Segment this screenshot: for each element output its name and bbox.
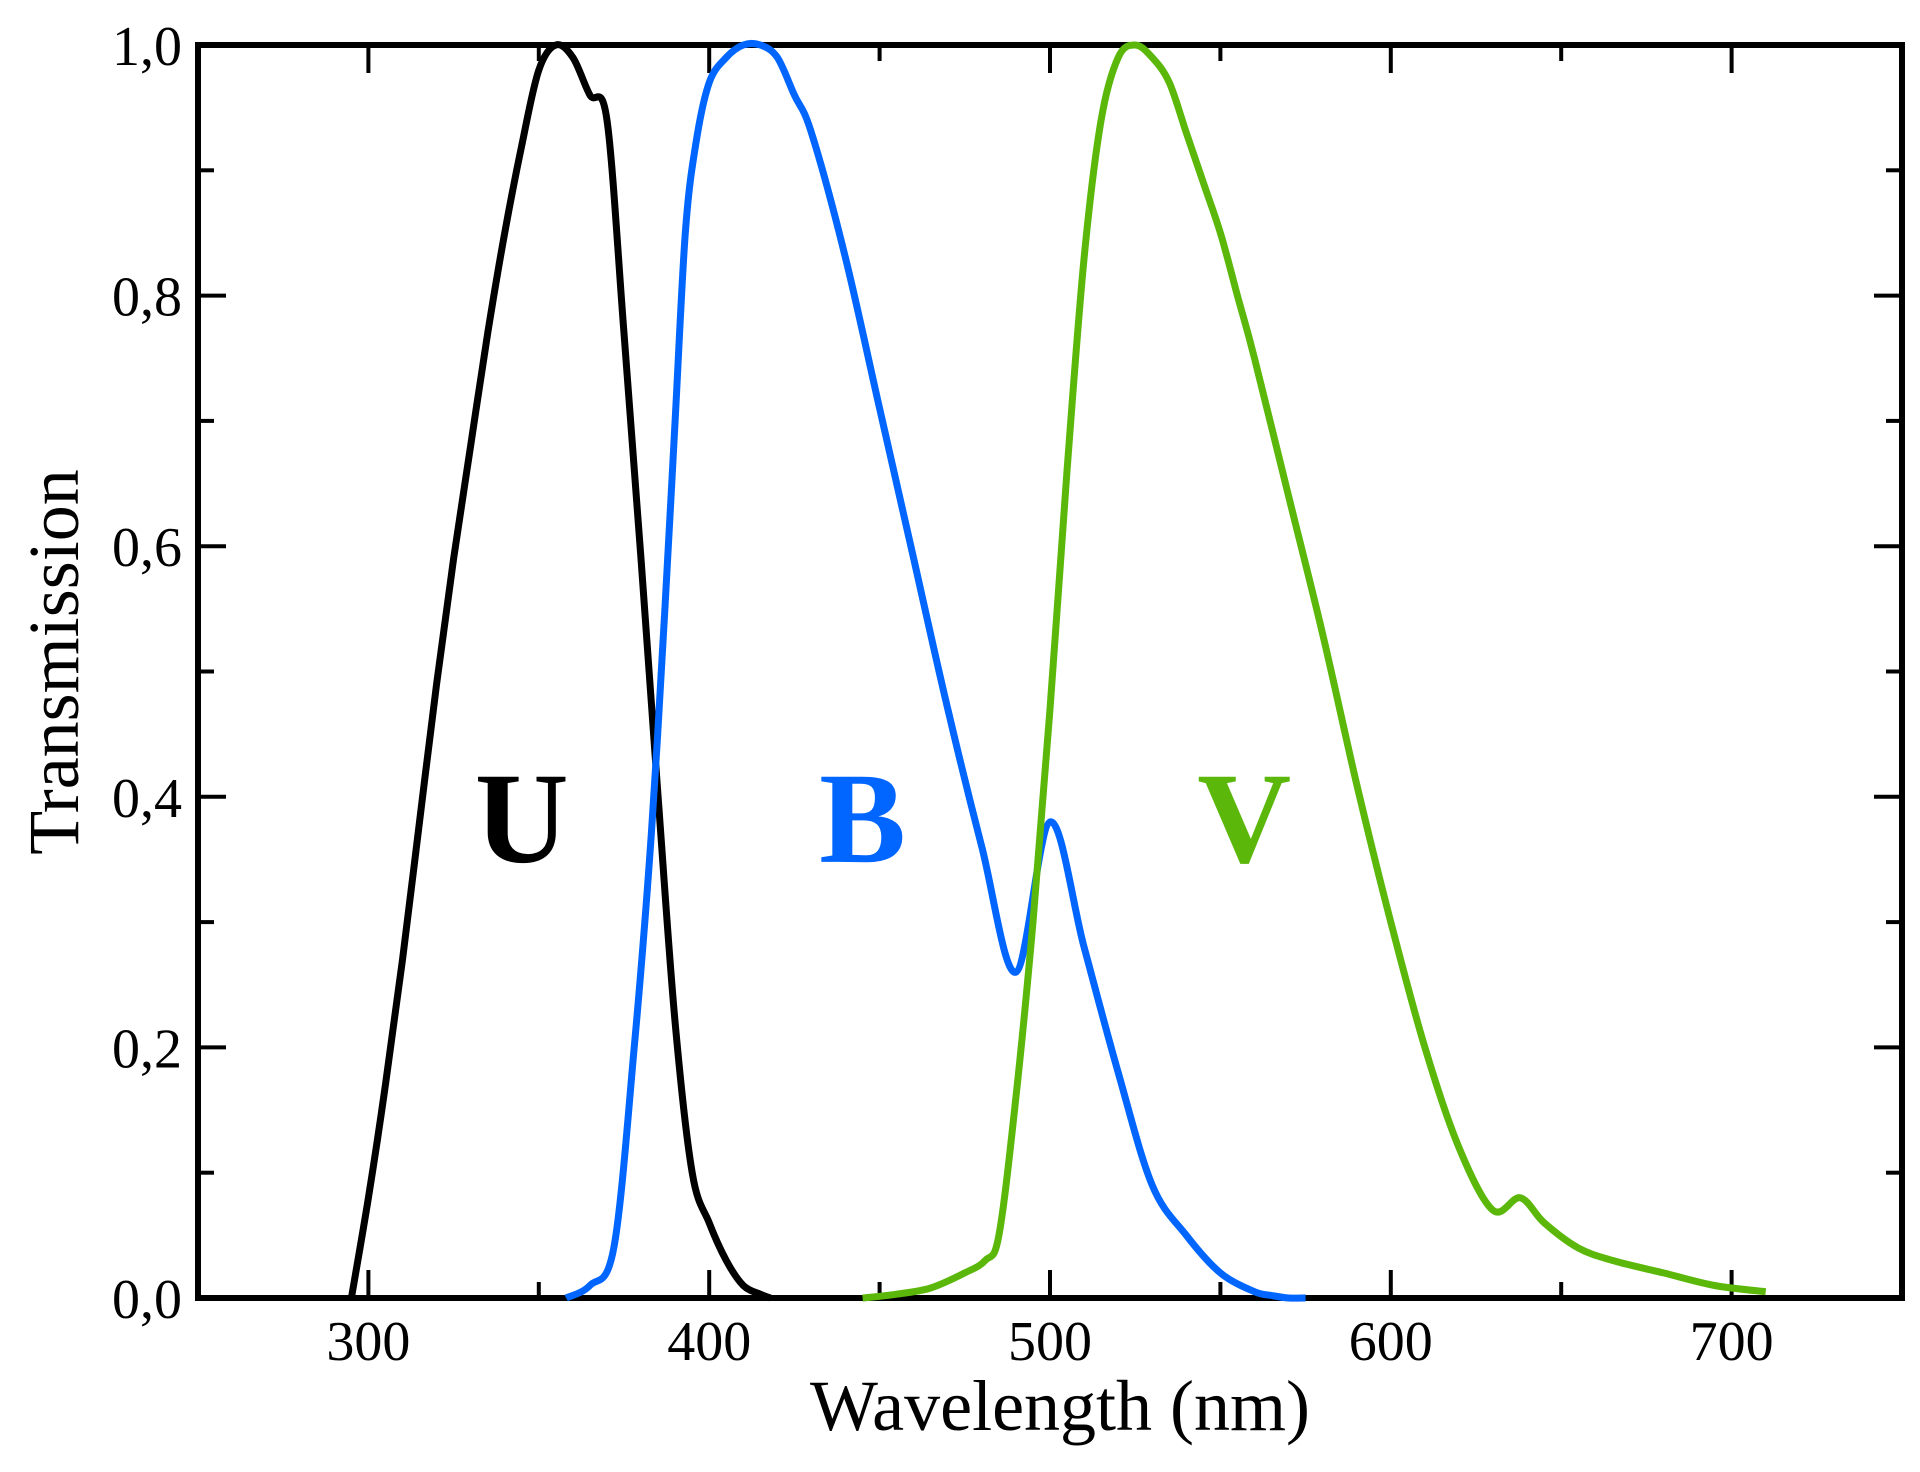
x-tick-label: 700 xyxy=(1690,1311,1774,1373)
x-tick-label: 400 xyxy=(667,1311,751,1373)
x-tick-label: 300 xyxy=(326,1311,410,1373)
y-axis-title: Transmission xyxy=(14,469,94,854)
x-tick-label: 500 xyxy=(1008,1311,1092,1373)
series-line-u xyxy=(347,41,772,1302)
x-tick-labels: 300 400 500 600 700 xyxy=(326,1311,1773,1373)
series-label-v: V xyxy=(1197,747,1291,891)
y-tick-labels: 0,0 0,2 0,4 0,6 0,8 1,0 xyxy=(112,16,182,1331)
y-tick-label: 1,0 xyxy=(112,16,182,78)
y-tick-label: 0,0 xyxy=(112,1269,182,1331)
series-lines xyxy=(347,39,1767,1302)
y-tick-label: 0,4 xyxy=(112,768,182,830)
y-tick-label: 0,8 xyxy=(112,267,182,329)
axis-ticks xyxy=(196,43,1904,1300)
series-line-b xyxy=(564,39,1306,1302)
series-label-b: B xyxy=(819,747,906,891)
y-tick-label: 0,2 xyxy=(112,1018,182,1080)
series-label-u: U xyxy=(475,747,569,891)
x-tick-label: 600 xyxy=(1349,1311,1433,1373)
y-tick-label: 0,6 xyxy=(112,517,182,579)
series-line-v xyxy=(862,41,1767,1302)
x-axis-title: Wavelength (nm) xyxy=(810,1366,1310,1446)
